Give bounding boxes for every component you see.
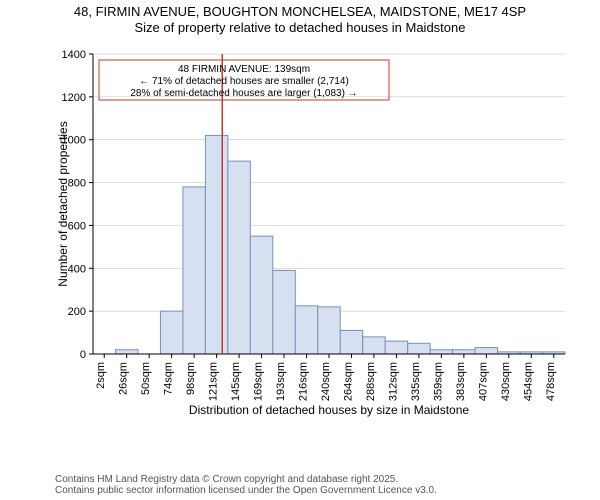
svg-text:50sqm: 50sqm	[140, 362, 152, 395]
svg-text:400: 400	[68, 263, 86, 275]
chart-area: 02004006008001000120014002sqm26sqm50sqm7…	[55, 48, 575, 428]
svg-text:359sqm: 359sqm	[432, 362, 444, 401]
svg-text:240sqm: 240sqm	[320, 362, 332, 401]
title-main: 48, FIRMIN AVENUE, BOUGHTON MONCHELSEA, …	[0, 4, 600, 20]
footer-line2: Contains public sector information licen…	[55, 485, 437, 496]
svg-text:0: 0	[80, 349, 86, 361]
svg-text:145sqm: 145sqm	[230, 362, 242, 401]
svg-text:193sqm: 193sqm	[275, 362, 287, 401]
svg-text:121sqm: 121sqm	[208, 362, 220, 401]
svg-text:Distribution of detached house: Distribution of detached houses by size …	[189, 403, 469, 417]
svg-text:← 71% of detached houses are s: ← 71% of detached houses are smaller (2,…	[139, 76, 349, 87]
svg-text:407sqm: 407sqm	[477, 362, 489, 401]
svg-text:169sqm: 169sqm	[253, 362, 265, 401]
svg-text:800: 800	[68, 178, 86, 190]
svg-text:28% of semi-detached houses ar: 28% of semi-detached houses are larger (…	[130, 88, 357, 99]
title-sub: Size of property relative to detached ho…	[0, 20, 600, 36]
svg-text:Number of detached properties: Number of detached properties	[56, 121, 70, 286]
svg-text:430sqm: 430sqm	[500, 362, 512, 401]
svg-text:74sqm: 74sqm	[163, 362, 175, 395]
svg-text:2sqm: 2sqm	[95, 362, 107, 389]
svg-text:26sqm: 26sqm	[118, 362, 130, 395]
svg-text:200: 200	[68, 306, 86, 318]
footer-line1: Contains HM Land Registry data © Crown c…	[55, 474, 437, 485]
svg-text:1400: 1400	[62, 49, 86, 61]
svg-text:48 FIRMIN AVENUE: 139sqm: 48 FIRMIN AVENUE: 139sqm	[178, 64, 310, 75]
svg-text:600: 600	[68, 220, 86, 232]
svg-text:312sqm: 312sqm	[387, 362, 399, 401]
histogram-svg: 02004006008001000120014002sqm26sqm50sqm7…	[55, 48, 575, 428]
svg-text:454sqm: 454sqm	[522, 362, 534, 401]
svg-text:335sqm: 335sqm	[410, 362, 422, 401]
chart-title-block: 48, FIRMIN AVENUE, BOUGHTON MONCHELSEA, …	[0, 0, 600, 37]
svg-text:216sqm: 216sqm	[298, 362, 310, 401]
svg-text:478sqm: 478sqm	[545, 362, 557, 401]
svg-text:98sqm: 98sqm	[185, 362, 197, 395]
svg-text:264sqm: 264sqm	[342, 362, 354, 401]
svg-text:288sqm: 288sqm	[365, 362, 377, 401]
svg-text:1200: 1200	[62, 92, 86, 104]
footer-attribution: Contains HM Land Registry data © Crown c…	[55, 474, 437, 496]
svg-text:383sqm: 383sqm	[455, 362, 467, 401]
